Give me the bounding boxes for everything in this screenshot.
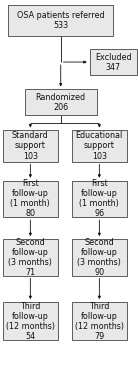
FancyBboxPatch shape — [3, 131, 58, 161]
Text: Second
follow-up
(3 months)
90: Second follow-up (3 months) 90 — [77, 238, 121, 277]
Text: Standard
support
103: Standard support 103 — [12, 131, 49, 161]
Text: OSA patients referred
533: OSA patients referred 533 — [17, 11, 104, 30]
FancyBboxPatch shape — [25, 89, 97, 115]
FancyBboxPatch shape — [72, 181, 127, 217]
Text: Educational
support
103: Educational support 103 — [76, 131, 123, 161]
Text: First
follow-up
(1 month)
80: First follow-up (1 month) 80 — [10, 179, 50, 219]
Text: Second
follow-up
(3 months)
71: Second follow-up (3 months) 71 — [8, 238, 52, 277]
Text: Randomized
206: Randomized 206 — [36, 93, 86, 112]
FancyBboxPatch shape — [3, 239, 58, 276]
Text: First
follow-up
(1 month)
96: First follow-up (1 month) 96 — [79, 179, 119, 219]
Text: Third
follow-up
(12 months)
79: Third follow-up (12 months) 79 — [75, 301, 124, 341]
FancyBboxPatch shape — [3, 181, 58, 217]
Text: Excluded
347: Excluded 347 — [95, 53, 132, 72]
FancyBboxPatch shape — [8, 4, 113, 36]
FancyBboxPatch shape — [72, 131, 127, 161]
FancyBboxPatch shape — [72, 239, 127, 276]
Text: Third
follow-up
(12 months)
54: Third follow-up (12 months) 54 — [6, 301, 55, 341]
FancyBboxPatch shape — [90, 49, 137, 75]
FancyBboxPatch shape — [3, 302, 58, 340]
FancyBboxPatch shape — [72, 302, 127, 340]
